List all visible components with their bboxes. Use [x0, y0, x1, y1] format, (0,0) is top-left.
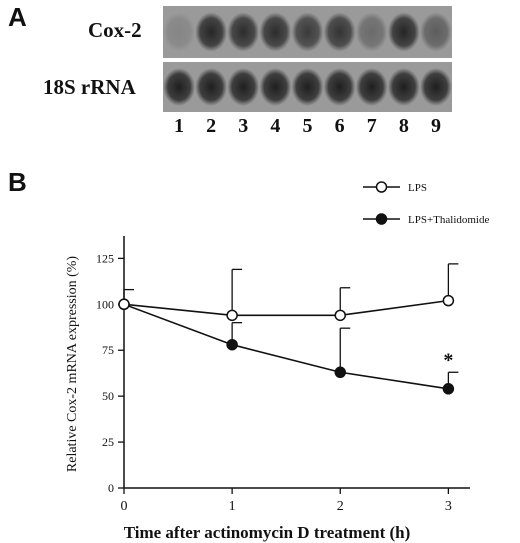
y-axis-title: Relative Cox-2 mRNA expression (%) — [65, 256, 80, 473]
y-tick-label: 50 — [102, 389, 114, 403]
series-line — [123, 299, 449, 317]
blot-band — [419, 68, 453, 106]
blot-image — [163, 6, 453, 112]
blot-band — [195, 12, 228, 52]
blot-band — [387, 68, 420, 106]
blot-band — [323, 12, 356, 52]
lane-number: 3 — [238, 115, 249, 137]
legend-label: LPS+Thalidomide — [408, 214, 489, 226]
significance-marker: * — [443, 349, 453, 371]
blot-band — [259, 12, 292, 52]
panel-b-label: B — [8, 167, 27, 197]
y-tick-label: 0 — [108, 481, 114, 495]
blot-band — [259, 68, 292, 106]
lane-number: 6 — [334, 115, 345, 137]
data-point — [442, 383, 455, 395]
series-line — [123, 303, 449, 390]
y-tick-label: 75 — [102, 343, 114, 357]
lane-number: 8 — [398, 115, 409, 137]
data-point — [118, 298, 130, 311]
x-axis-title: Time after actinomycin D treatment (h) — [124, 523, 411, 542]
blot-band — [291, 12, 324, 52]
data-point — [442, 294, 455, 307]
blot-band — [323, 68, 356, 106]
data-point — [226, 338, 238, 351]
y-tick-label: 100 — [96, 297, 114, 311]
lane-number: 1 — [174, 115, 185, 137]
data-point — [226, 309, 238, 322]
legend-marker — [375, 213, 388, 225]
legend-marker — [375, 181, 388, 193]
lane-number: 9 — [430, 115, 441, 137]
cox2-row-label: Cox-2 — [88, 18, 142, 42]
blot-band — [195, 68, 228, 106]
data-point — [334, 366, 346, 379]
blot-band — [355, 12, 388, 52]
blot-band — [227, 12, 260, 52]
panel-a-label: A — [8, 2, 27, 32]
lane-number: 4 — [270, 115, 281, 137]
blot-band — [355, 68, 388, 106]
lane-number: 5 — [302, 115, 313, 137]
y-tick-label: 25 — [102, 435, 114, 449]
data-point — [334, 309, 346, 322]
lane-number: 7 — [366, 115, 377, 137]
x-tick-label: 3 — [445, 499, 452, 514]
blot-band — [227, 68, 260, 106]
x-tick-label: 0 — [121, 499, 128, 514]
lane-number: 2 — [206, 115, 217, 137]
x-tick-label: 2 — [337, 499, 344, 514]
blot-band — [387, 12, 420, 52]
blot-band — [163, 12, 196, 52]
blot-band — [419, 12, 453, 52]
x-tick-label: 1 — [229, 499, 236, 514]
y-tick-label: 125 — [96, 251, 114, 265]
rrna-row-label: 18S rRNA — [43, 75, 136, 99]
blot-band — [291, 68, 324, 106]
legend-label: LPS — [408, 182, 427, 194]
blot-band — [163, 68, 196, 106]
